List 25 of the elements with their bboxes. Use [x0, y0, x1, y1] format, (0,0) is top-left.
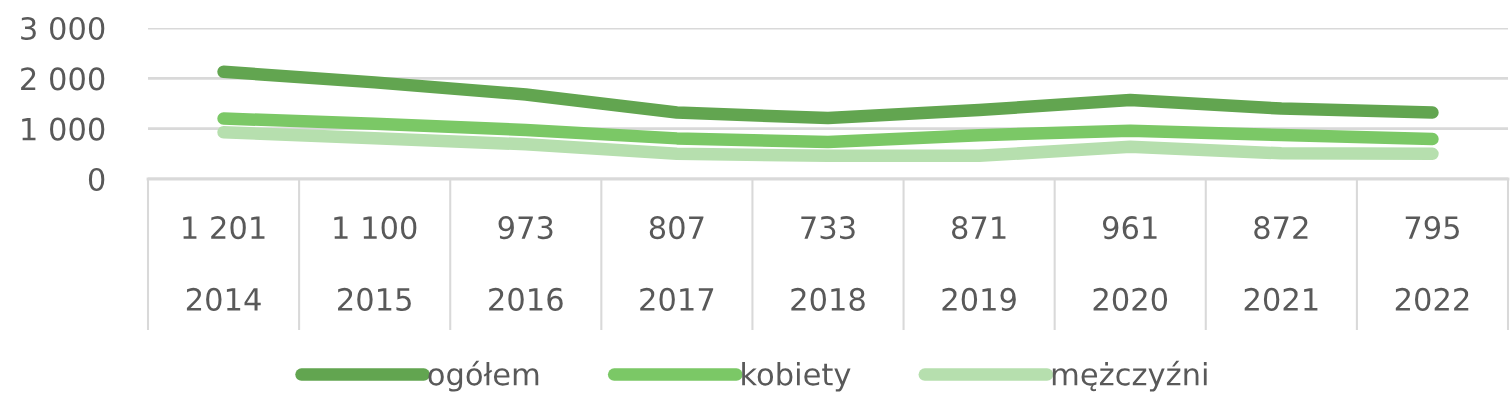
data-label: 871: [952, 216, 1006, 240]
x-tick-label: 2016: [489, 287, 563, 311]
x-tick-label: 2018: [791, 287, 865, 311]
data-label: 807: [649, 216, 704, 240]
legend-label: mężczyźni: [1052, 360, 1207, 392]
legend-label: kobiety: [742, 362, 851, 392]
x-tick-label: 2020: [1093, 287, 1168, 311]
y-tick-label: 3 000: [21, 16, 105, 41]
data-label: 1 201: [183, 216, 265, 240]
y-tick-label: 1 000: [22, 117, 105, 141]
y-tick-label: 0: [88, 167, 105, 192]
legend-label: ogółem: [428, 360, 539, 392]
x-tick-label: 2019: [942, 287, 1016, 311]
x-tick-label: 2017: [640, 287, 714, 311]
x-tick-label: 2022: [1395, 287, 1469, 311]
data-label: 795: [1405, 216, 1459, 240]
x-tick-label: 2014: [186, 287, 261, 311]
data-label: 1 100: [334, 216, 417, 240]
x-tick-label: 2021: [1244, 287, 1318, 311]
data-label: 973: [498, 216, 553, 240]
data-label: 872: [1254, 216, 1308, 240]
y-tick-label: 2 000: [21, 67, 105, 91]
data-label: 733: [801, 216, 855, 240]
x-tick-label: 2015: [338, 287, 411, 311]
data-label: 961: [1102, 216, 1157, 240]
